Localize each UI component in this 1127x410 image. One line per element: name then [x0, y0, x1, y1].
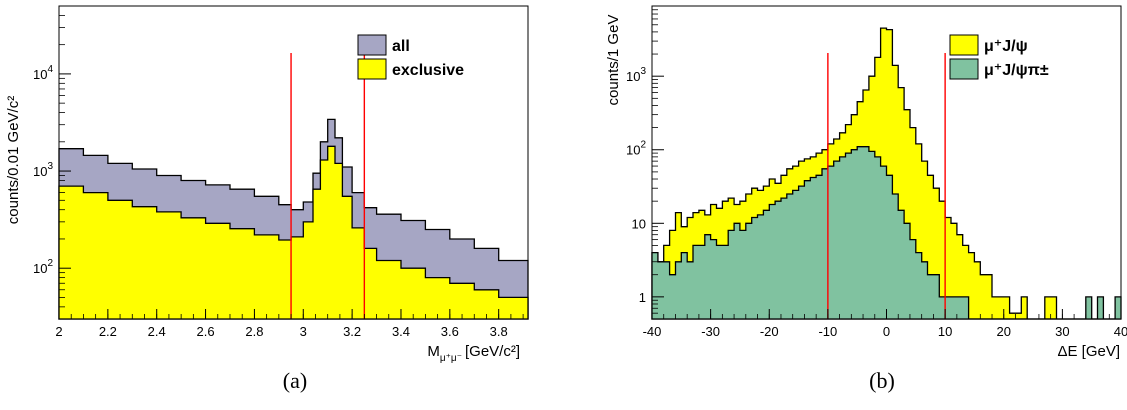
y-tick-label: 10: [632, 216, 646, 231]
legend-a: all exclusive: [357, 34, 464, 80]
legend-swatch-mujpsi: [949, 34, 979, 56]
x-tick-label: -10: [818, 324, 837, 339]
legend-swatch-exclusive: [357, 58, 387, 80]
plot-frame-a: [58, 5, 529, 320]
x-axis-label-b: ΔE [GeV]: [1057, 343, 1120, 360]
y-axis-label-b: counts/1 GeV: [605, 15, 622, 106]
legend-label-mujpsipi: μ⁺J/ψπ±: [984, 62, 1049, 79]
x-tick-label: -20: [760, 324, 779, 339]
x-tick-label: -30: [701, 324, 720, 339]
legend-label-mujpsi: μ⁺J/ψ: [984, 38, 1028, 55]
x-tick-label: 2.6: [197, 324, 215, 339]
legend-label-all: all: [392, 38, 410, 55]
legend-b: μ⁺J/ψ μ⁺J/ψπ±: [949, 34, 1049, 80]
x-tick-label: 3.8: [490, 324, 508, 339]
panel-label-b: (b): [869, 368, 895, 393]
x-tick-label: 3: [300, 324, 307, 339]
x-tick-label: 2.4: [148, 324, 166, 339]
x-tick-label: 10: [938, 324, 952, 339]
y-tick-label: 102: [626, 140, 646, 158]
x-tick-label: 3.4: [392, 324, 410, 339]
x-tick-label: 3.6: [441, 324, 459, 339]
x-tick-label: 20: [997, 324, 1011, 339]
y-tick-label: 102: [33, 258, 53, 276]
y-tick-label: 103: [626, 66, 646, 84]
panel-label-a: (a): [283, 368, 307, 393]
y-tick-label: 1: [639, 290, 646, 305]
x-tick-label: 0: [883, 324, 890, 339]
y-tick-label: 103: [33, 161, 53, 179]
legend-swatch-mujpsipi: [949, 58, 979, 80]
y-axis-label-a: counts/0.01 GeV/c²: [5, 96, 22, 224]
x-tick-label: -40: [643, 324, 662, 339]
legend-swatch-all: [357, 34, 387, 56]
x-tick-label: 2: [55, 324, 62, 339]
x-tick-label: 2.2: [99, 324, 117, 339]
x-tick-label: 3.2: [343, 324, 361, 339]
x-tick-label: 40: [1114, 324, 1127, 339]
panel-b: -40 -30 -20 -10 0 10 20 30 40 1 10 102 103 counts/1 …: [605, 5, 1127, 393]
histogram-series-1: [58, 145, 529, 320]
legend-label-exclusive: exclusive: [392, 62, 464, 79]
y-tick-label: 104: [33, 64, 53, 82]
x-axis-label-a: Mμ⁺μ⁻ [GeV/c²]: [427, 343, 520, 364]
panel-a: 2 2.2 2.4 2.6 2.8 3 3.2 3.4 3.6 3.8 102 103 104 coun…: [5, 5, 529, 393]
x-tick-label: 30: [1055, 324, 1069, 339]
x-tick-label: 2.8: [245, 324, 263, 339]
